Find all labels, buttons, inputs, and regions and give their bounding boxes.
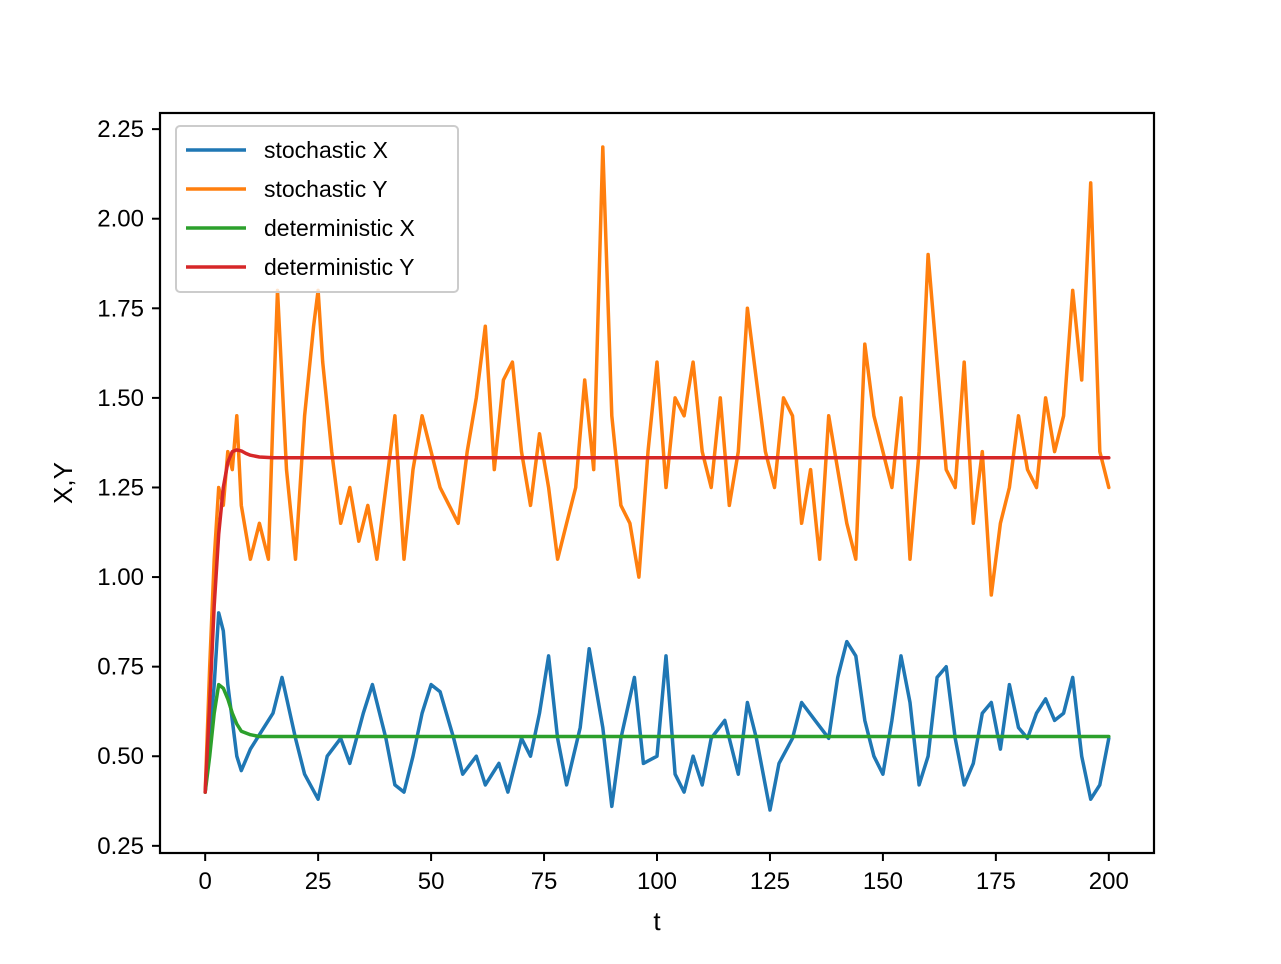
series-line-stochastic-x — [203, 611, 1111, 812]
x-tick-label: 175 — [976, 868, 1016, 895]
y-tick-label: 1.75 — [97, 295, 144, 322]
legend-label: deterministic X — [264, 215, 415, 241]
x-tick-label: 25 — [305, 868, 332, 895]
x-tick-label: 125 — [750, 868, 790, 895]
y-axis-label: X,Y — [48, 462, 78, 504]
series-layer — [203, 145, 1111, 812]
x-tick-label: 100 — [637, 868, 677, 895]
y-tick-label: 1.00 — [97, 564, 144, 591]
x-tick-label: 0 — [199, 868, 212, 895]
x-tick-label: 200 — [1089, 868, 1129, 895]
x-tick-label: 150 — [863, 868, 903, 895]
y-axis: 0.25 0.50 0.75 1.00 1.25 1.50 1.75 2.00 2.25 — [97, 116, 160, 860]
y-tick-label: 2.25 — [97, 116, 144, 143]
y-tick-label: 1.50 — [97, 385, 144, 412]
legend: stochastic X stochastic Y deterministic X d… — [175, 125, 459, 293]
legend-label: stochastic X — [264, 137, 388, 163]
x-tick-label: 50 — [418, 868, 445, 895]
series-line-stochastic-y — [203, 145, 1111, 794]
legend-label: stochastic Y — [264, 176, 388, 202]
y-tick-label: 1.25 — [97, 474, 144, 501]
series-line-deterministic-x — [203, 682, 1111, 794]
x-axis-label: t — [653, 906, 661, 936]
y-tick-label: 2.00 — [97, 206, 144, 233]
x-tick-label: 75 — [531, 868, 558, 895]
x-axis: 0 25 50 75 100 125 150 175 200 — [199, 853, 1129, 895]
y-tick-label: 0.50 — [97, 743, 144, 770]
legend-box — [175, 125, 459, 293]
legend-label: deterministic Y — [264, 254, 414, 280]
series-line-deterministic-y — [203, 448, 1111, 794]
y-tick-label: 0.25 — [97, 833, 144, 860]
y-tick-label: 0.75 — [97, 654, 144, 681]
